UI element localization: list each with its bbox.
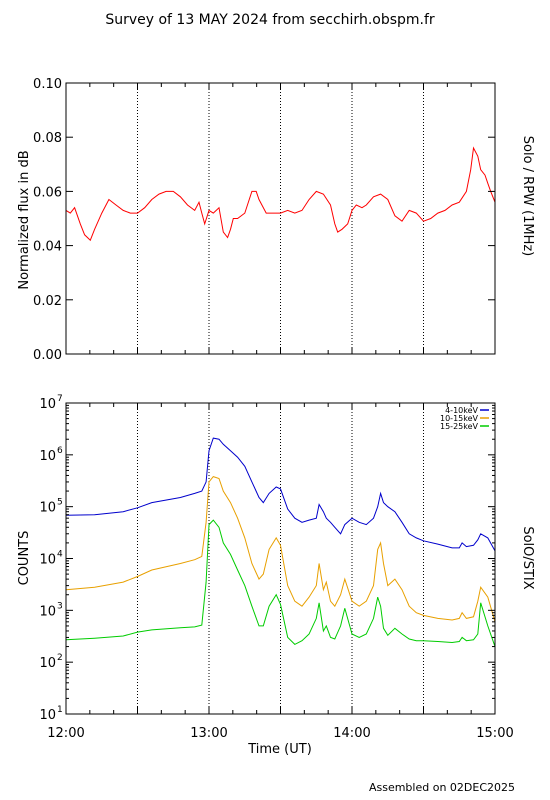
stix-x-tick-label: 12:00 [47, 726, 84, 741]
rpw-y-axis-label: Normalized flux in dB [17, 150, 32, 289]
stix-legend-label: 15-25keV [440, 422, 479, 431]
stix-x-axis-label: Time (UT) [247, 742, 312, 757]
stix-y-tick-exponent: 3 [57, 601, 63, 611]
figure-title: Survey of 13 MAY 2024 from secchirh.obsp… [105, 12, 435, 28]
rpw-vlines [137, 83, 424, 354]
stix-series-line [65, 476, 496, 622]
stix-y-axis-label: COUNTS [17, 531, 32, 586]
stix-right-label: SolO/STIX [520, 526, 535, 589]
stix-x-tick-label: 14:00 [333, 726, 370, 741]
rpw-y-tick-label: 0.00 [33, 348, 62, 363]
stix-y-tick-label: 10 [39, 449, 56, 464]
stix-x-tick-label: 13:00 [190, 726, 227, 741]
stix-y-tick-label: 10 [39, 553, 56, 568]
rpw-x-ticks [65, 83, 496, 354]
rpw-y-tick-label: 0.08 [33, 131, 62, 146]
stix-y-tick-exponent: 2 [57, 653, 63, 663]
stix-y-tick-label: 10 [39, 501, 56, 516]
rpw-y-axis: 0.00 0.02 0.04 0.06 0.08 0.10 [33, 77, 495, 363]
stix-x-tick-label: 15:00 [476, 726, 513, 741]
stix-y-tick-label: 10 [39, 708, 56, 723]
stix-series-line [65, 437, 496, 552]
rpw-right-label: Solo / RPW (1MHz) [520, 136, 535, 257]
stix-legend-label: 4-10keV [445, 406, 478, 415]
stix-y-tick-label: 10 [39, 656, 56, 671]
rpw-y-tick-label: 0.02 [33, 294, 62, 309]
stix-y-tick-exponent: 6 [57, 446, 63, 456]
rpw-panel: 0.00 0.02 0.04 0.06 0.08 0.10 Normalized flux… [17, 77, 535, 363]
stix-y-tick-exponent: 5 [57, 498, 63, 508]
stix-series-line [65, 519, 496, 647]
stix-legend-label: 10-15keV [440, 414, 479, 423]
stix-y-tick-label: 10 [39, 397, 56, 412]
footer-assembled: Assembled on 02DEC2025 [369, 781, 515, 794]
rpw-y-tick-label: 0.06 [33, 185, 62, 200]
stix-y-tick-label: 10 [39, 604, 56, 619]
stix-series-lines [65, 437, 496, 647]
stix-x-axis: 12:00 13:00 14:00 15:00 [47, 403, 514, 741]
rpw-y-tick-label: 0.04 [33, 240, 62, 255]
rpw-series-line [65, 146, 496, 242]
stix-y-tick-exponent: 4 [57, 550, 63, 560]
stix-y-tick-exponent: 7 [57, 394, 63, 404]
stix-vlines [137, 403, 424, 714]
stix-y-tick-exponent: 1 [57, 705, 63, 715]
rpw-y-tick-label: 0.10 [33, 77, 62, 92]
